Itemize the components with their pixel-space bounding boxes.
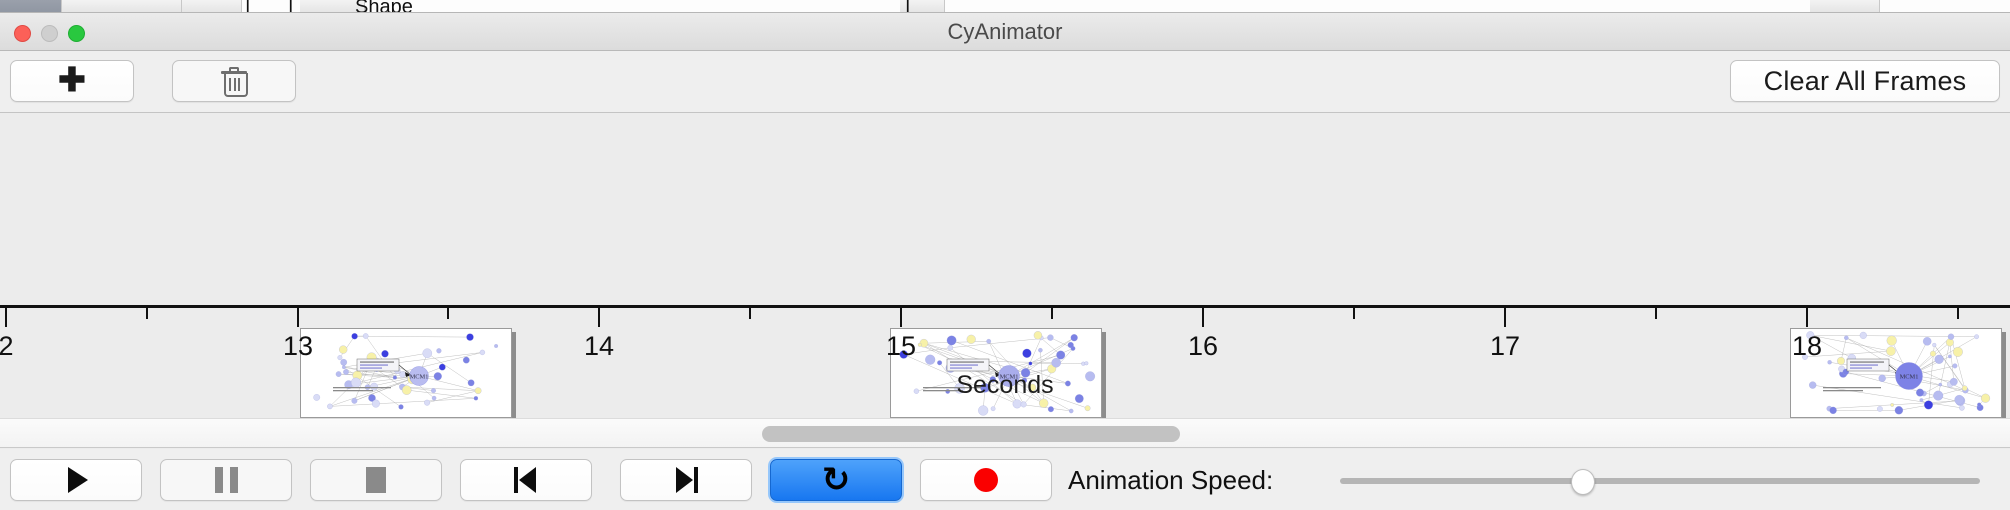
axis-tick-minor: [1353, 308, 1355, 319]
frame-thumbnail-1[interactable]: MCM1: [300, 328, 512, 418]
animation-speed-label: Animation Speed:: [1068, 465, 1274, 495]
window-title: CyAnimator: [947, 19, 1063, 44]
record-icon: [974, 468, 998, 492]
axis-tick-minor: [1051, 308, 1053, 319]
axis-tick-major: [1504, 308, 1506, 327]
skip-to-start-button[interactable]: [460, 459, 592, 501]
delete-frame-button[interactable]: [172, 60, 296, 102]
clear-all-frames-button[interactable]: Clear All Frames: [1730, 60, 2000, 102]
timeline-scrollbar[interactable]: [0, 418, 2010, 448]
axis-tick-major: [297, 308, 299, 327]
play-button[interactable]: [10, 459, 142, 501]
toolbar: ✚ Clear All Frames: [0, 51, 2010, 113]
axis-tick-label: 17: [1489, 331, 1521, 361]
skip-forward-icon: [673, 467, 699, 493]
zoom-button[interactable]: [68, 25, 85, 42]
axis-tick-minor: [1655, 308, 1657, 319]
axis-tick-minor: [146, 308, 148, 319]
axis-tick-major: [1806, 308, 1808, 327]
timeline-axis: [0, 305, 2010, 308]
pause-button[interactable]: [160, 459, 292, 501]
axis-tick-label: 15: [885, 331, 917, 361]
axis-tick-label: 16: [1187, 331, 1219, 361]
trash-icon: [221, 67, 248, 97]
record-button[interactable]: [920, 459, 1052, 501]
loop-button[interactable]: ↻: [770, 459, 902, 501]
axis-tick-label: 2: [0, 331, 14, 361]
background-tab: [300, 0, 365, 12]
traffic-lights: [14, 25, 85, 42]
axis-tick-label: 18: [1791, 331, 1823, 361]
background-tab-selected: [0, 0, 62, 12]
skip-to-end-button[interactable]: [620, 459, 752, 501]
add-frame-button[interactable]: ✚: [10, 60, 134, 102]
background-window: | | | Shape: [0, 0, 2010, 13]
background-window-label: Shape: [355, 0, 413, 13]
background-tab: [900, 0, 945, 12]
loop-icon: ↻: [821, 460, 851, 500]
axis-tick-major: [1202, 308, 1204, 327]
axis-tick-major: [598, 308, 600, 327]
svg-text:MCM1: MCM1: [1000, 374, 1019, 381]
background-tab: [182, 0, 242, 12]
svg-text:MCM1: MCM1: [410, 374, 429, 381]
timeline-panel[interactable]: MCM1 MCM1 MCM1 2 13 14 15 16 17 18 Seconds: [0, 113, 2010, 418]
minimize-button[interactable]: [41, 25, 58, 42]
axis-tick-label: 13: [282, 331, 314, 361]
background-tab: [62, 0, 182, 12]
axis-tick-minor: [1957, 308, 1959, 319]
background-tab: [1810, 0, 1880, 12]
svg-text:MCM1: MCM1: [1900, 374, 1919, 381]
scrollbar-thumb[interactable]: [762, 426, 1180, 442]
play-icon: [68, 467, 88, 493]
axis-tick-minor: [447, 308, 449, 319]
animation-speed-slider[interactable]: [1340, 478, 1980, 484]
axis-tick-major: [900, 308, 902, 327]
stop-button[interactable]: [310, 459, 442, 501]
frame-thumbnail-2[interactable]: MCM1: [890, 328, 1102, 418]
axis-title: Seconds: [956, 371, 1054, 399]
animation-speed-thumb[interactable]: [1571, 469, 1596, 495]
pause-icon: [214, 467, 238, 493]
axis-tick-major: [5, 308, 7, 327]
close-button[interactable]: [14, 25, 31, 42]
stop-icon: [366, 467, 386, 493]
playback-controls: ↻ Animation Speed:: [0, 449, 2010, 510]
skip-back-icon: [513, 467, 539, 493]
frame-thumbnail-3[interactable]: MCM1: [1790, 328, 2002, 418]
axis-tick-minor: [749, 308, 751, 319]
window-titlebar: CyAnimator: [0, 13, 2010, 51]
axis-tick-label: 14: [583, 331, 615, 361]
